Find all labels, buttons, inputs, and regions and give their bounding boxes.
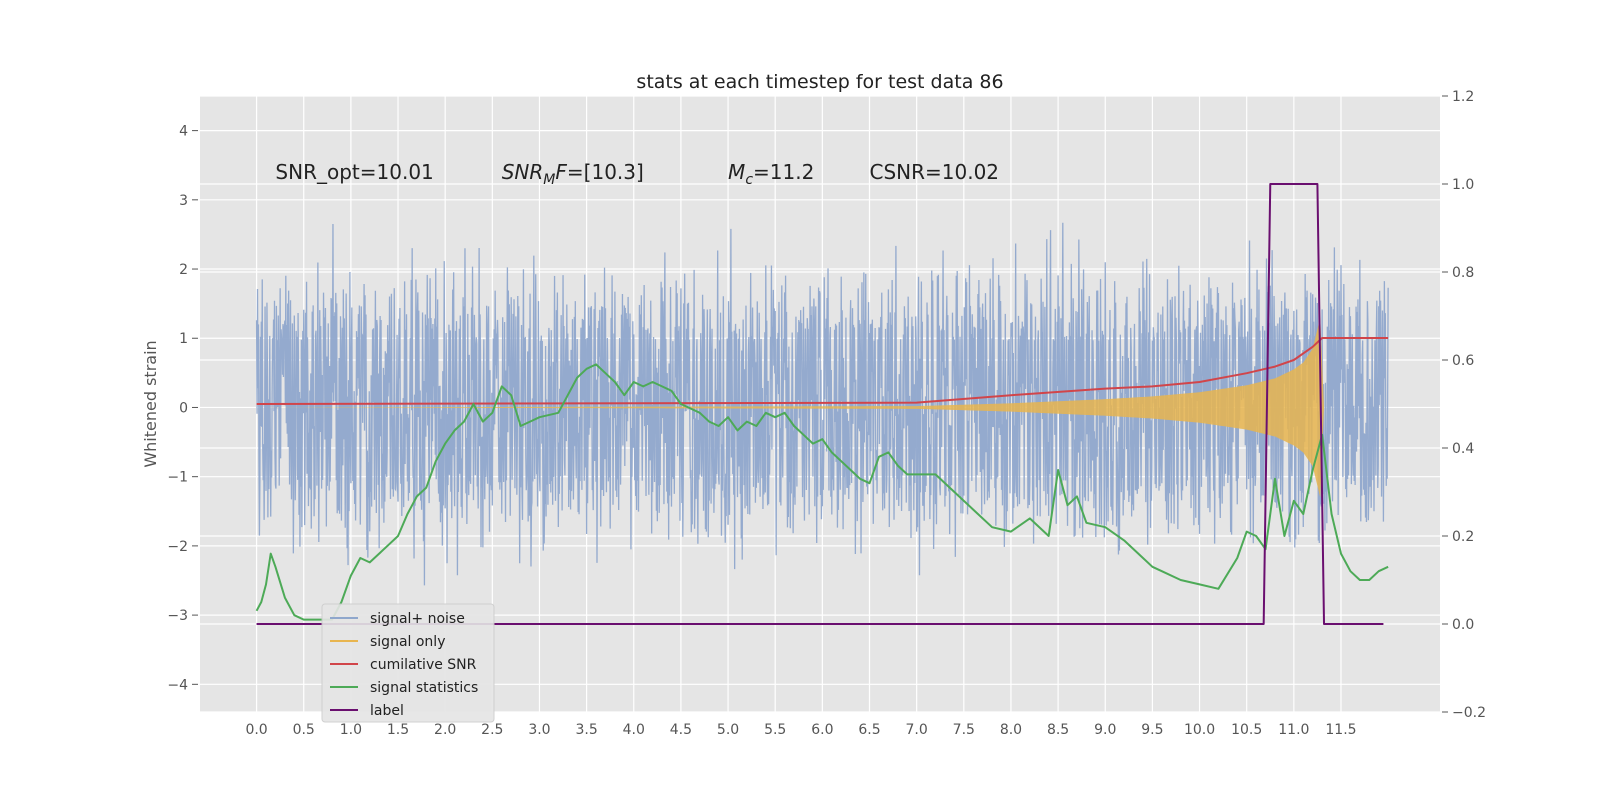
x-tick-label: 8.0 (1000, 722, 1022, 738)
y-tick-label: 1 (179, 331, 188, 347)
x-tick-label: 9.0 (1094, 722, 1116, 738)
x-tick-label: 8.5 (1047, 722, 1069, 738)
x-tick-label: 5.0 (717, 722, 739, 738)
y-axis-label: Whitened strain (141, 340, 160, 467)
y-tick-label: −4 (167, 677, 188, 693)
annotation-text: Mc=11.2 (728, 160, 814, 188)
y-tick-label: 4 (179, 124, 188, 140)
annotation-text: CSNR=10.02 (870, 160, 1000, 184)
legend-box (321, 603, 495, 723)
y2-tick-label: 0.6 (1452, 353, 1474, 369)
y2-tick-label: 1.2 (1452, 89, 1474, 105)
series-layer (255, 183, 1389, 625)
annotation-part: =[10.3] (567, 160, 644, 184)
y2-tick-label: 0.2 (1452, 529, 1474, 545)
series-signal-only (256, 317, 1389, 498)
x-tick-label: 4.5 (670, 722, 692, 738)
legend-entry: signal+ noise (370, 611, 465, 627)
y-tick-label: −1 (167, 470, 188, 486)
annotation-part: =11.2 (753, 160, 814, 184)
x-tick-label: 0.0 (245, 722, 267, 738)
y-tick-label: 0 (179, 400, 188, 416)
chart-title: stats at each timestep for test data 86 (636, 71, 1003, 93)
y-tick-label: −2 (167, 539, 188, 555)
y2-tick-label: 0.8 (1452, 265, 1474, 281)
x-tick-label: 4.0 (623, 722, 645, 738)
ticks: 0.0 0.5 1.0 1.5 2.0 2.5 3.0 3.5 4.0 4.5 5.0 5.5 6.0 6… (167, 89, 1486, 738)
annotation-part: c (745, 172, 753, 188)
legend: signal+ noise signal only cumilative SNR si… (321, 603, 495, 723)
x-tick-label: 0.5 (293, 722, 315, 738)
y2-tick-label: 1.0 (1452, 177, 1474, 193)
x-tick-label: 10.5 (1231, 722, 1262, 738)
legend-entry: signal statistics (370, 680, 478, 696)
x-tick-label: 5.5 (764, 722, 786, 738)
y-tick-label: 2 (179, 262, 188, 278)
annotation-part: SNR (502, 160, 544, 184)
x-tick-label: 9.5 (1141, 722, 1163, 738)
x-tick-label: 11.5 (1325, 722, 1356, 738)
legend-entry: label (370, 703, 404, 719)
x-tick-label: 10.0 (1184, 722, 1215, 738)
series-signal-statistics (255, 363, 1389, 621)
y2-tick-label: 0.0 (1452, 617, 1474, 633)
x-tick-label: 7.5 (953, 722, 975, 738)
x-tick-label: 1.0 (340, 722, 362, 738)
annotation-text: SNRMF=[10.3] (502, 160, 644, 188)
annotation-part: F (555, 160, 567, 184)
annotation-part: F=[10.3] (555, 160, 643, 184)
x-tick-label: 2.5 (481, 722, 503, 738)
x-tick-label: 2.0 (434, 722, 456, 738)
x-tick-label: 1.5 (387, 722, 409, 738)
x-tick-label: 7.0 (906, 722, 928, 738)
y2-tick-label: −0.2 (1452, 705, 1486, 721)
y-tick-label: −3 (167, 608, 188, 624)
x-tick-label: 3.5 (575, 722, 597, 738)
x-tick-label: 6.5 (858, 722, 880, 738)
series-signal-plus-noise (255, 222, 1389, 586)
annotation-part: M (543, 172, 555, 188)
annotations: SNR_opt=10.01 SNRMF=[10.3] Mc=11.2 CSNR=10.… (275, 160, 999, 188)
y-tick-label: 3 (179, 193, 188, 209)
series-label (256, 183, 1384, 625)
y2-tick-label: 0.4 (1452, 441, 1474, 457)
x-tick-label: 11.0 (1278, 722, 1309, 738)
legend-entry: cumilative SNR (370, 657, 477, 673)
annotation-part: M (728, 160, 745, 184)
legend-entry: signal only (370, 634, 445, 650)
series-cumilative-snr (256, 337, 1389, 405)
annotation-text: SNR_opt=10.01 (275, 160, 433, 184)
x-tick-label: 3.0 (528, 722, 550, 738)
x-tick-label: 6.0 (811, 722, 833, 738)
